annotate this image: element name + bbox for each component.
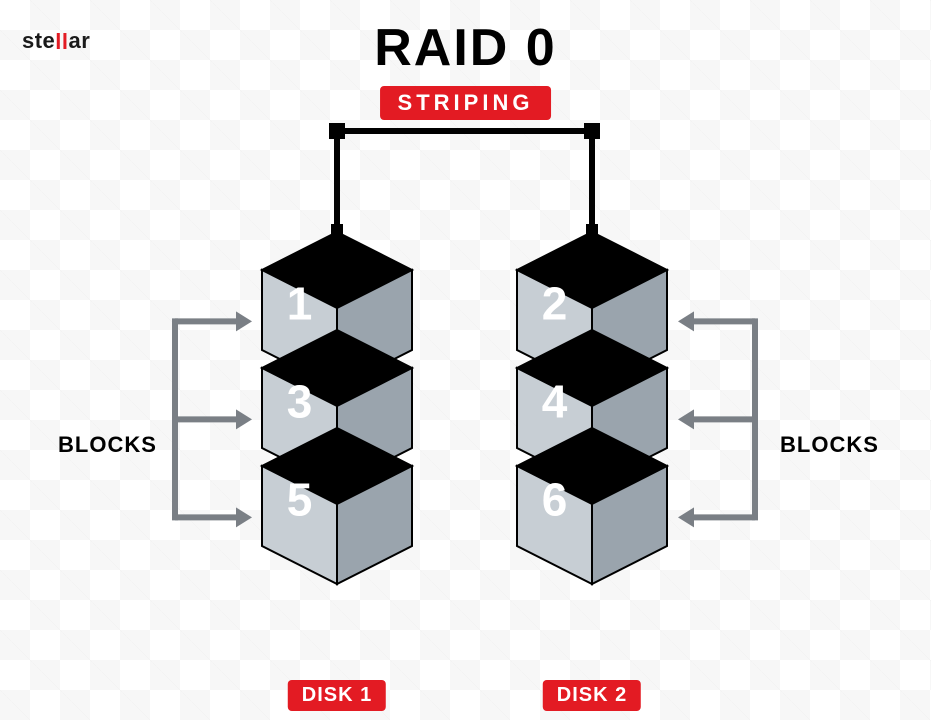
cube-number: 3 [287, 376, 313, 428]
arrow-head-icon [236, 409, 252, 429]
connector-drop-left [334, 128, 340, 230]
diagram-svg: 1 3 5 2 4 6 [0, 0, 931, 720]
arrow-head-icon [678, 409, 694, 429]
arrow-head-icon [678, 311, 694, 331]
cube-number: 2 [542, 278, 568, 330]
cube-number: 1 [287, 278, 313, 330]
cube-number: 6 [542, 474, 568, 526]
connector-bar [337, 128, 592, 134]
arrow-head-icon [236, 311, 252, 331]
connector-drop-right [589, 128, 595, 230]
cube-number: 5 [287, 474, 313, 526]
cube-number: 4 [542, 376, 568, 428]
arrow-head-icon [678, 507, 694, 527]
arrow-head-icon [236, 507, 252, 527]
